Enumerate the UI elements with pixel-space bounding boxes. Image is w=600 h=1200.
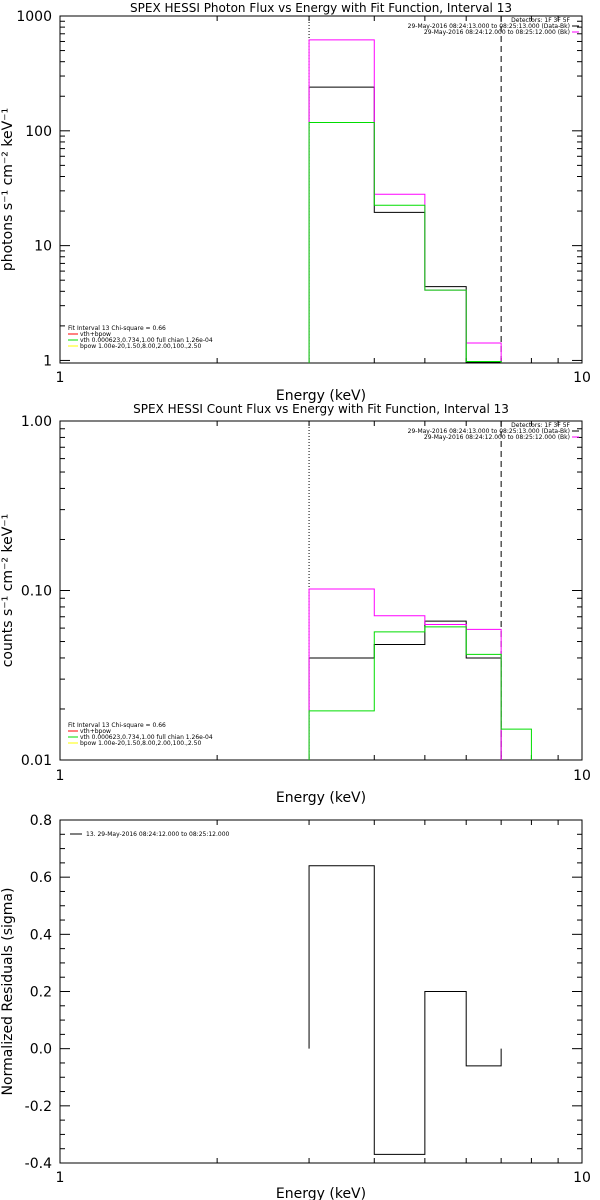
y-tick-label: -0.4 xyxy=(25,1156,52,1172)
y-tick-label: 0.8 xyxy=(30,813,52,829)
legend-top-left-entry: 13. 29-May-2016 08:24:12.000 to 08:25:12… xyxy=(86,831,230,838)
legend-right-entry: Detectors: 1F 3F 5F xyxy=(511,422,570,429)
x-tick-label: 10 xyxy=(573,370,591,386)
y-tick-label: -0.2 xyxy=(25,1099,52,1115)
y-tick-label: 0.0 xyxy=(30,1042,52,1058)
chart-panel-1: SPEX HESSI Photon Flux vs Energy with Fi… xyxy=(0,1,591,404)
chart-panel-2: SPEX HESSI Count Flux vs Energy with Fit… xyxy=(0,402,591,806)
legend-left-entry: Fit Interval 13 Chi-square = 0.66 xyxy=(68,722,166,729)
legend-left-entry: vth+bpow xyxy=(80,728,111,735)
y-tick-label: 0.4 xyxy=(30,927,52,943)
legend-left-entry: vth 0.000623,0.734,1.00 full chian 1.26e… xyxy=(80,734,213,741)
series-line-model xyxy=(308,588,502,760)
chart-title: SPEX HESSI Count Flux vs Energy with Fit… xyxy=(133,402,509,416)
legend-left-entry: bpow 1.00e-20,1.50,8.00,2.00,100.,2.50 xyxy=(80,343,201,350)
x-axis-label: Energy (keV) xyxy=(276,1186,366,1200)
chart-panel-3: 1 10 -0.4 -0.2 0.0 0.2 0.4 0.6 0.8 Energy (keV) No… xyxy=(0,813,591,1200)
legend-right-entry: 29-May-2016 08:24:13.000 to 08:25:13.000… xyxy=(408,23,570,30)
x-tick-label: 10 xyxy=(573,768,591,784)
x-axis-label: Energy (keV) xyxy=(276,388,366,404)
legend-right-entry: 29-May-2016 08:24:12.000 to 08:25:12.000… xyxy=(424,434,570,441)
y-tick-label: 10 xyxy=(34,239,52,255)
y-tick-label: 1 xyxy=(43,353,52,369)
legend-right-entry: 29-May-2016 08:24:12.000 to 08:25:12.000… xyxy=(424,29,570,36)
x-tick-label: 1 xyxy=(56,1170,65,1186)
y-axis-label: photons s⁻¹ cm⁻² keV⁻¹ xyxy=(0,108,16,271)
plot-frame xyxy=(59,819,583,1164)
series-line-data xyxy=(308,86,502,363)
legend-right-entry: 29-May-2016 08:24:13.000 to 08:25:13.000… xyxy=(408,428,570,435)
y-tick-label: 1000 xyxy=(16,9,52,25)
legend-left-entry: bpow 1.00e-20,1.50,8.00,2.00,100.,2.50 xyxy=(80,740,201,747)
legend-right-entry: Detectors: 1F 3F 5F xyxy=(511,17,570,24)
series-line-vth xyxy=(308,122,502,363)
series-line-data xyxy=(308,865,502,1155)
y-tick-label: 0.2 xyxy=(30,985,52,1001)
series-line-vth xyxy=(308,626,532,760)
y-tick-label: 0.01 xyxy=(21,753,52,769)
y-axis-label: Normalized Residuals (sigma) xyxy=(0,888,16,1096)
y-axis-label: counts s⁻¹ cm⁻² keV⁻¹ xyxy=(0,514,16,668)
y-tick-label: 1.00 xyxy=(21,414,52,430)
chart-title: SPEX HESSI Photon Flux vs Energy with Fi… xyxy=(130,1,512,15)
x-tick-label: 1 xyxy=(56,370,65,386)
x-axis-label: Energy (keV) xyxy=(276,790,366,806)
y-tick-label: 0.10 xyxy=(21,584,52,600)
plot-frame xyxy=(59,420,583,761)
plot-frame xyxy=(59,15,583,364)
y-tick-label: 0.6 xyxy=(30,870,52,886)
legend-left-entry: vth+bpow xyxy=(80,331,111,338)
y-tick-label: 100 xyxy=(25,124,52,140)
legend-left-entry: Fit Interval 13 Chi-square = 0.66 xyxy=(68,325,166,332)
series-line-model xyxy=(308,39,502,363)
series-line-data xyxy=(308,620,502,760)
legend-left-entry: vth 0.000623,0.734,1.00 full chian 1.26e… xyxy=(80,337,213,344)
x-tick-label: 1 xyxy=(56,768,65,784)
x-tick-label: 10 xyxy=(573,1170,591,1186)
